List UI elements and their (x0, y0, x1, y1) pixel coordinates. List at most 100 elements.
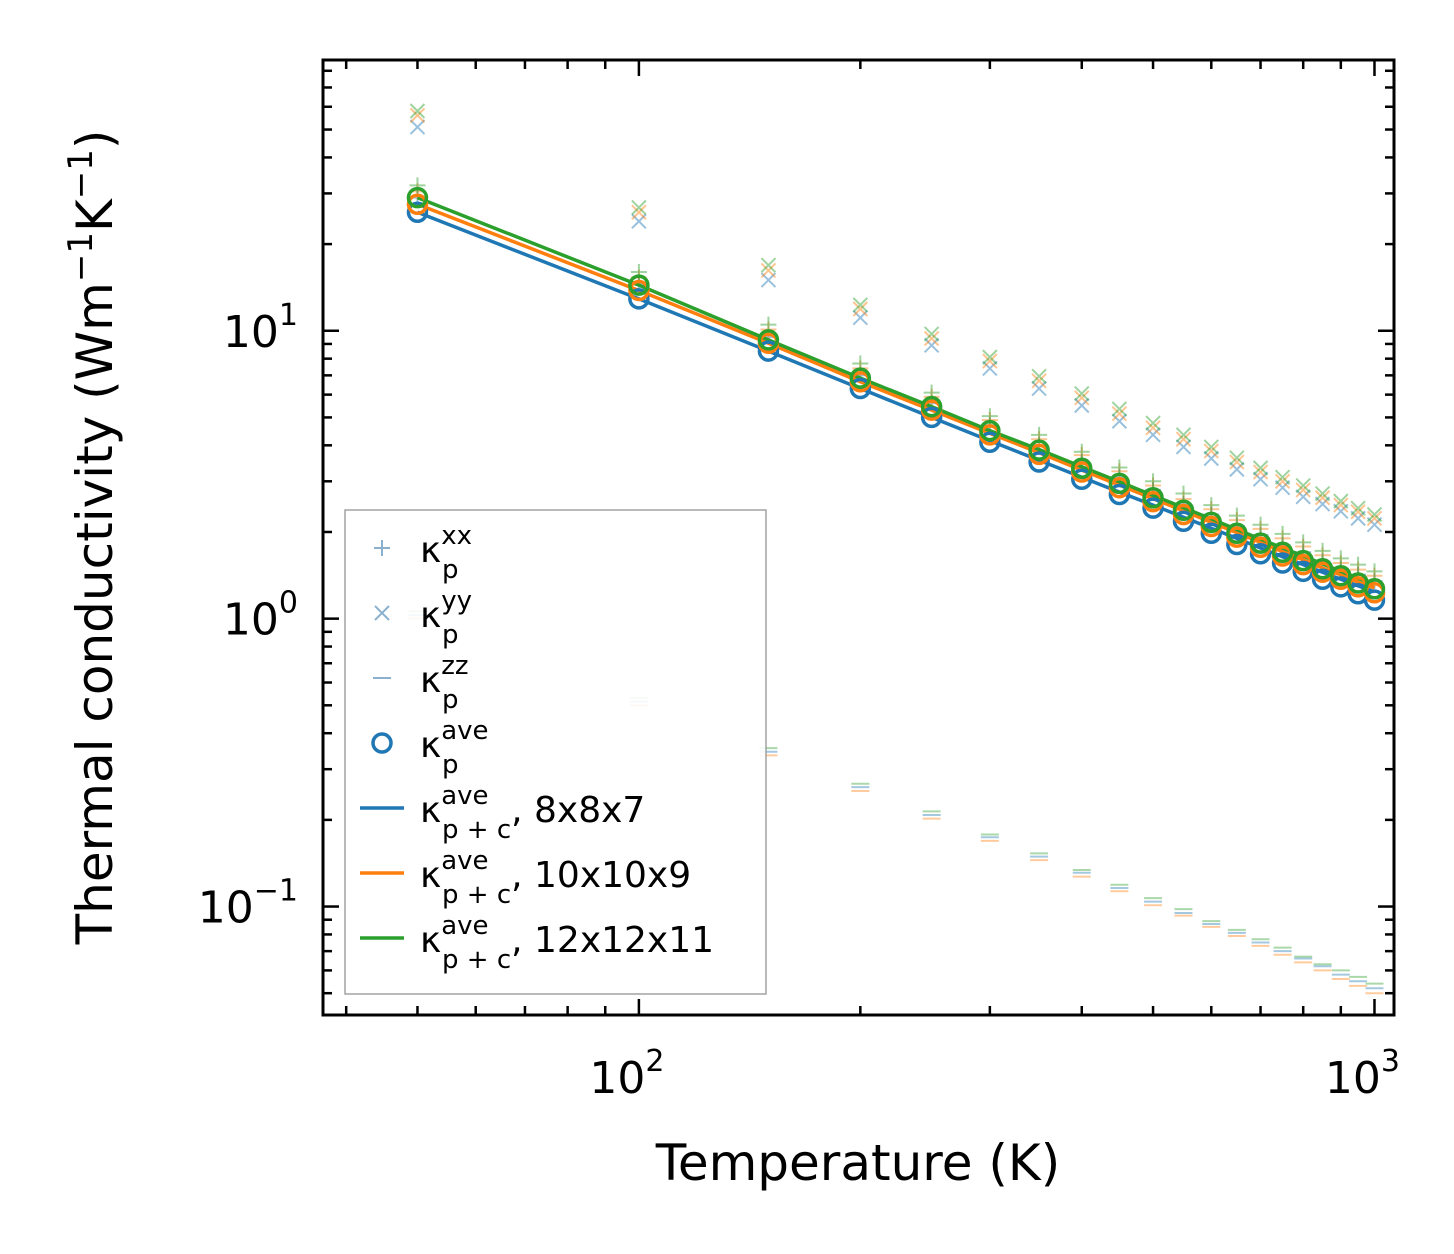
data-point-kp_ave (1028, 451, 1050, 473)
data-point-kp_ave (1271, 541, 1294, 564)
legend-frame (344, 509, 767, 995)
y-tick-label-base: 10 (223, 307, 279, 358)
data-point-kp_yy (1295, 482, 1311, 498)
data-point-kp_yy-a (1274, 469, 1291, 485)
data-point-kp_ave (1363, 578, 1386, 600)
data-point-kp_yy-a (923, 337, 940, 354)
data-point-kp_yy-b (760, 272, 777, 288)
data-point-kp_yy-a (1333, 503, 1349, 520)
data-point-kp_yy-a (982, 349, 998, 365)
data-point-kp_yy (1333, 493, 1349, 509)
data-point-kp_yy-b (760, 257, 777, 273)
data-point-kp_yy-b (1333, 493, 1349, 509)
legend-label-sup: ave (441, 781, 488, 811)
data-point-kp_yy-b (982, 349, 998, 365)
series-kp_yy-8x8x7 (409, 119, 1383, 533)
data-point-kp_yy-a (1074, 390, 1090, 406)
data-point-kp_ave (979, 431, 1001, 453)
data-point-kp_yy (1229, 450, 1245, 466)
data-point-kp_xx (1274, 525, 1291, 542)
data-point-kp_yy (1145, 427, 1161, 443)
data-point-kp_yy (1252, 464, 1269, 480)
data-point-kp_yy (982, 349, 998, 365)
data-point-kp_ave (1249, 543, 1272, 565)
data-point-kp_yy (1366, 510, 1383, 527)
legend-label: κave p + c, 12x12x11 (420, 911, 714, 975)
y-axis-label-sup2: −1 (61, 149, 101, 199)
series-kp_yy-12x12x11 (409, 103, 1383, 523)
data-point-kp_yy (1031, 380, 1047, 397)
x-tick-label-exp: 2 (645, 1044, 664, 1079)
data-point-kp_yy (923, 326, 940, 342)
data-point-kp_yy-a (1145, 420, 1161, 436)
data-point-kp_yy (1074, 390, 1090, 406)
legend-label-sub: p (442, 555, 459, 585)
data-point-kp_yy-b (1229, 461, 1245, 478)
data-point-kp_yy (923, 337, 940, 354)
data-point-kp_yy-b (1274, 479, 1291, 496)
data-point-kp_yy-b (1314, 496, 1331, 512)
data-point-kp_yy-b (631, 213, 647, 230)
data-point-kp_ave (849, 377, 872, 400)
data-point-kp_yy-b (409, 119, 426, 135)
data-point-kp_ave (1292, 549, 1314, 572)
data-point-kp_yy-a (1229, 454, 1245, 470)
data-point-kp_yy-b (1295, 477, 1311, 494)
data-point-kp_ave (1200, 511, 1223, 534)
data-point-kp_yy-b (1074, 390, 1090, 406)
x-tick-label-base: 10 (1325, 1053, 1381, 1104)
legend-label-sub: p + c (442, 880, 511, 910)
data-point-kp_yy-a (1203, 450, 1220, 467)
legend-swatch-circle (371, 732, 393, 754)
data-point-kp_ave (920, 406, 943, 429)
data-point-kp_yy-b (631, 204, 647, 220)
legend-label-sub: p (442, 620, 459, 650)
data-point-kp_ave (1142, 487, 1164, 509)
data-point-kp_yy-a (1314, 490, 1331, 506)
data-point-kp_yy-a (923, 330, 940, 347)
data-point-kp_yy (1175, 431, 1192, 447)
data-point-kp_yy-a (1366, 510, 1383, 527)
data-point-kp_yy (1175, 439, 1192, 455)
data-point-kp_ave (979, 419, 1001, 442)
data-point-kp_yy-a (852, 297, 869, 313)
data-point-kp_yy-b (1203, 450, 1220, 467)
y-axis-label-main: Thermal conductivity (Wm (66, 282, 124, 945)
y-tick-label-exp: −1 (254, 874, 298, 909)
data-point-kp_yy (1295, 489, 1311, 505)
data-point-kp_yy-a (1031, 373, 1047, 389)
data-point-kp_ave (628, 288, 650, 310)
data-point-kp_xx (1175, 485, 1192, 502)
data-point-kp_yy (1074, 397, 1090, 414)
data-point-kp_yy (1111, 413, 1128, 429)
legend-label: κzz p (420, 651, 469, 715)
data-point-kp_yy-b (1074, 397, 1090, 414)
data-point-kp_yy-b (1145, 415, 1161, 431)
data-point-kp_yy-b (409, 107, 426, 124)
data-point-kp_yy (1145, 415, 1161, 431)
data-point-kp_yy-b (1175, 439, 1192, 455)
data-point-kp_yy-a (1252, 464, 1269, 480)
data-point-kp_yy-a (1229, 450, 1245, 466)
data-point-kp_xx (1295, 534, 1312, 551)
data-point-kp_yy (1314, 496, 1331, 512)
data-point-kp_yy-b (1145, 427, 1161, 443)
data-point-kp_yy-a (631, 199, 647, 216)
data-point-kp_yy (982, 360, 998, 377)
legend-swatch-x (374, 605, 390, 621)
data-point-kp_yy (409, 103, 426, 119)
data-point-kp_yy-b (923, 337, 940, 354)
data-point-kp_yy (631, 213, 647, 230)
data-point-kp_yy-b (1031, 368, 1047, 384)
data-point-kp_yy-b (923, 330, 940, 347)
series-kp_yy-10x10x9 (409, 107, 1383, 527)
data-point-kp_yy-a (409, 119, 426, 135)
data-point-kp_yy (1350, 504, 1366, 520)
data-point-kp_yy-b (1350, 504, 1366, 520)
data-point-kp_yy-a (1145, 427, 1161, 443)
data-point-kp_yy-b (852, 297, 869, 313)
data-point-kp_yy-a (631, 213, 647, 230)
data-point-kp_yy (1203, 443, 1220, 459)
data-point-kp_yy-b (1295, 489, 1311, 505)
